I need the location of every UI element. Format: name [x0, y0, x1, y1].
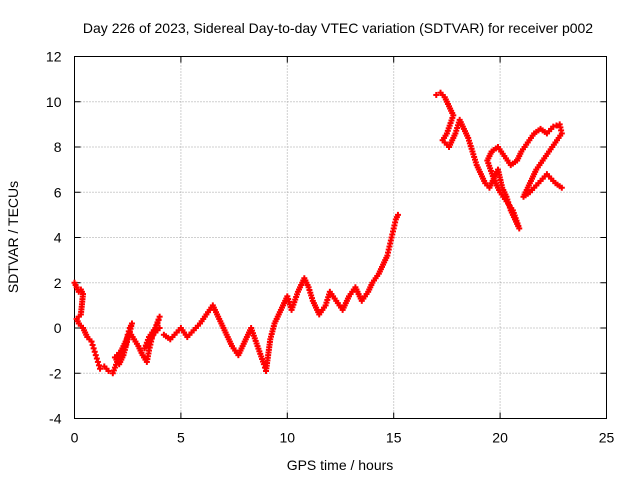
data-point — [553, 122, 560, 129]
data-point — [433, 91, 440, 98]
data-point — [90, 345, 97, 352]
data-point — [550, 123, 557, 130]
data-point — [93, 355, 100, 362]
data-point — [394, 211, 401, 218]
data-point — [92, 352, 99, 359]
y-tick-label: 6 — [54, 184, 62, 200]
data-point — [89, 341, 96, 348]
y-tick-label: 2 — [54, 275, 62, 291]
x-tick-label: 25 — [599, 430, 615, 446]
y-axis-label: SDTVAR / TECUs — [5, 181, 21, 293]
gridlines — [74, 56, 607, 419]
x-tick-label: 10 — [280, 430, 296, 446]
x-tick-label: 0 — [71, 430, 79, 446]
series-segment-3 — [433, 89, 565, 232]
x-tick-label: 20 — [492, 430, 508, 446]
data-point — [97, 365, 104, 372]
y-tick-label: 8 — [54, 139, 62, 155]
data-point — [156, 325, 163, 331]
y-tick-label: 12 — [46, 49, 62, 65]
plot-frame — [74, 56, 607, 419]
y-tick-label: 0 — [54, 320, 62, 336]
data-points — [71, 89, 565, 377]
series-segment-2 — [160, 211, 401, 374]
y-tick-label: -4 — [49, 411, 62, 427]
series-segment-1 — [71, 279, 163, 377]
y-tick-label: -2 — [49, 365, 62, 381]
data-point — [95, 362, 102, 369]
axis-ticks: 0 5 10 15 20 25 -4 -2 0 2 4 6 8 10 12 — [46, 49, 615, 446]
data-point — [105, 367, 112, 374]
data-point — [94, 358, 101, 365]
data-point — [88, 338, 95, 345]
x-axis-label: GPS time / hours — [287, 457, 394, 473]
data-point — [558, 184, 565, 191]
y-tick-label: 10 — [46, 94, 62, 110]
y-tick-label: 4 — [54, 230, 62, 246]
x-tick-label: 15 — [386, 430, 402, 446]
data-point — [91, 348, 98, 355]
x-tick-label: 5 — [177, 430, 185, 446]
chart-title: Day 226 of 2023, Sidereal Day-to-day VTE… — [83, 20, 593, 36]
